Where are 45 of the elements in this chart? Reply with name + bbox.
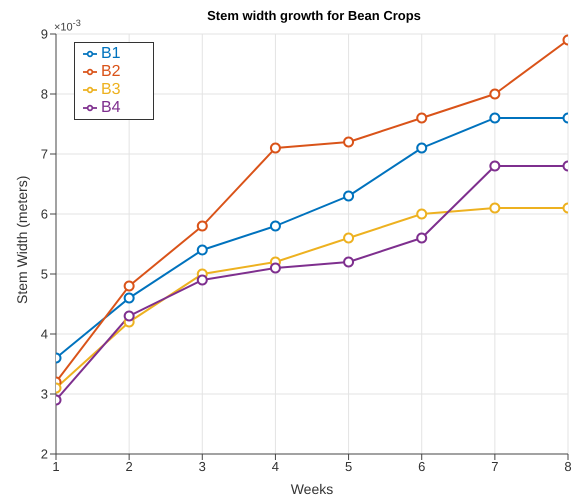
point <box>343 232 354 244</box>
point <box>489 160 500 172</box>
legend-label: B2 <box>101 63 121 80</box>
point <box>196 274 208 286</box>
point <box>343 256 354 268</box>
x-tick-label: 3 <box>198 459 206 474</box>
point <box>124 310 135 322</box>
point <box>270 220 281 232</box>
point <box>124 292 135 304</box>
x-tick-label: 2 <box>126 459 133 474</box>
legend-label: B3 <box>101 81 121 98</box>
x-tick-label: 1 <box>52 459 60 474</box>
y-tick-label: 9 <box>40 26 48 42</box>
y-tick-label: 4 <box>40 326 48 342</box>
point <box>270 262 281 274</box>
x-tick-label: 6 <box>418 459 426 474</box>
y-tick-label: 6 <box>40 206 48 222</box>
text: ×10$^{-3}$ <box>54 18 81 34</box>
y-tick-label: 5 <box>40 266 48 282</box>
point <box>196 244 208 256</box>
y-tick-label: 8 <box>40 86 48 102</box>
point <box>343 190 354 202</box>
point <box>416 208 428 220</box>
x-tick-label: 7 <box>491 459 498 474</box>
point <box>416 112 428 124</box>
x-tick-label: 8 <box>564 459 572 474</box>
point <box>489 202 500 214</box>
point <box>270 142 281 154</box>
y-axis-title: Stem Width (meters) <box>14 176 30 304</box>
x-tick-label: 4 <box>272 459 280 474</box>
point <box>343 136 354 148</box>
chart-title: Stem width growth for Bean Crops <box>207 8 421 23</box>
point <box>124 280 135 292</box>
y-tick-label: 3 <box>40 386 48 402</box>
point <box>489 88 500 100</box>
point <box>416 232 428 244</box>
y-tick-label: 7 <box>40 146 48 162</box>
x-axis-title: Weeks <box>290 481 334 497</box>
point <box>489 112 500 124</box>
point <box>416 142 428 154</box>
legend-label: B4 <box>101 99 121 116</box>
point <box>196 220 208 232</box>
y-tick-label: 2 <box>40 446 48 462</box>
legend-label: B1 <box>101 45 121 62</box>
x-tick-label: 5 <box>344 459 352 474</box>
